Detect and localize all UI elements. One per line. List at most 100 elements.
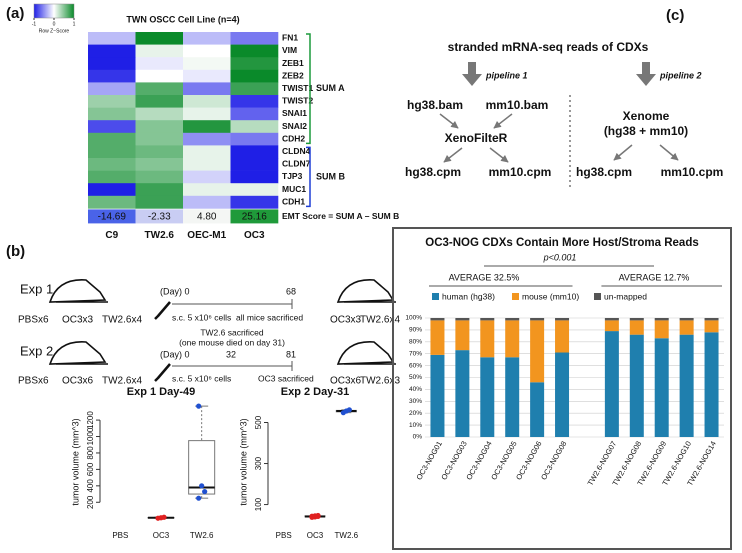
data-point: [346, 407, 352, 413]
heatmap-cell: [183, 57, 231, 71]
heatmap-cell: [183, 44, 231, 58]
heatmap-cell: [88, 95, 136, 108]
bar-segment: [430, 320, 445, 355]
heatmap-cell: [230, 95, 279, 108]
score-label: 25.16: [242, 212, 267, 223]
row-label: CDH1: [282, 196, 305, 206]
bar-segment: [505, 318, 520, 321]
row-label: SNAI1: [282, 108, 307, 118]
group-count: TW2.6x4: [360, 315, 400, 326]
y-tick-label: 50%: [409, 374, 422, 381]
heatmap-cell: [135, 195, 184, 209]
chart-title: Exp 2 Day-31: [281, 386, 349, 398]
y-axis-label: tumor volume (mm^3): [70, 418, 80, 505]
heatmap-cell: [230, 145, 279, 159]
column-label: TW2.6: [145, 230, 175, 241]
mouse-icon: [336, 341, 396, 365]
group-count: OC3x3: [330, 315, 362, 326]
legend-label: human (hg38): [442, 291, 495, 301]
x-tick-label: TW2.6: [335, 531, 359, 540]
heatmap-cell: [230, 57, 279, 71]
arrow: [443, 147, 463, 163]
bar-segment: [604, 318, 619, 321]
heatmap-cell: [88, 107, 136, 121]
heatmap-cell: [183, 82, 231, 96]
heatmap-cell: [183, 69, 231, 83]
x-tick-label: OC3: [153, 531, 170, 540]
group-label: SUM A: [316, 83, 345, 93]
bar-segment: [430, 318, 445, 321]
data-point: [196, 403, 202, 409]
row-label: TWIST2: [282, 96, 313, 106]
heatmap-cell: [230, 82, 279, 96]
note: all mice sacrificed: [236, 312, 303, 322]
mouse-icon: [48, 279, 108, 303]
row-label: VIM: [282, 45, 297, 55]
heatmap-cell: [88, 82, 136, 96]
group-count: OC3x6: [62, 376, 94, 387]
heatmap-cell: [135, 95, 184, 108]
group-count: TW2.6x3: [360, 376, 400, 387]
chart-frame: [392, 227, 732, 550]
arrow-icon: [636, 62, 656, 86]
heatmap-cell: [183, 183, 231, 197]
panel-label: (a): [6, 5, 24, 22]
bar-segment: [679, 334, 694, 437]
x-tick-label: OC3-NOG08: [539, 439, 568, 481]
row-label: MUC1: [282, 184, 306, 194]
heatmap-cell: [135, 132, 184, 146]
group-label: SUM B: [316, 171, 346, 181]
data-point: [199, 483, 205, 489]
exp-label: Exp 2: [20, 343, 53, 358]
column-label: OC3: [244, 230, 265, 241]
heatmap-cell: [183, 132, 231, 146]
bar-segment: [629, 334, 644, 437]
heatmap-cell: [88, 69, 136, 83]
bar-segment: [679, 320, 694, 335]
heatmap-cell: [88, 32, 136, 45]
bar-segment: [430, 354, 445, 437]
key-tick-label: 1: [73, 21, 76, 27]
score-cell: [135, 209, 184, 224]
bar-segment: [505, 320, 520, 358]
legend-swatch: [594, 293, 601, 300]
heatmap-cell: [135, 69, 184, 83]
heatmap-cell: [135, 44, 184, 58]
score-cell: [230, 209, 279, 224]
y-tick-label: 800: [86, 446, 95, 460]
group-bracket: [306, 33, 311, 145]
heatmap-cell: [183, 145, 231, 159]
panel-label: (b): [6, 243, 25, 260]
group-bracket: [306, 146, 311, 208]
bar-segment: [704, 332, 719, 437]
y-tick-label: 70%: [409, 350, 422, 357]
bar-segment: [679, 318, 694, 321]
score-label: -2.33: [148, 212, 171, 223]
heatmap-title: TWN OSCC Cell Line (n=4): [126, 14, 239, 24]
heatmap-cell: [183, 120, 231, 134]
row-label: SNAI2: [282, 121, 307, 131]
color-key: [33, 3, 75, 19]
row-label: FN1: [282, 33, 298, 43]
heatmap-cell: [88, 44, 136, 58]
output-file: hg38.cpm: [405, 165, 461, 179]
x-tick-label: TW2.6: [190, 531, 214, 540]
x-tick-label: OC3: [307, 531, 324, 540]
data-point: [315, 512, 321, 519]
y-tick-label: 40%: [409, 386, 422, 393]
heatmap-cell: [88, 183, 136, 197]
bar-segment: [629, 318, 644, 321]
mouse-icon: [48, 341, 108, 365]
legend-swatch: [432, 293, 439, 300]
y-tick-label: 100: [254, 497, 263, 511]
arrow: [493, 113, 513, 129]
group-count: TW2.6x4: [102, 315, 142, 326]
chart-title: OC3-NOG CDXs Contain More Host/Stroma Re…: [425, 237, 698, 249]
row-label: TWIST1: [282, 83, 313, 93]
heatmap-cell: [135, 170, 184, 184]
data-point: [161, 514, 167, 520]
tool: Xenome: [623, 109, 670, 123]
timeline-label: 81: [286, 349, 296, 359]
score-formula: EMT Score = SUM A – SUM B: [282, 211, 399, 221]
y-tick-label: 200: [86, 495, 95, 509]
